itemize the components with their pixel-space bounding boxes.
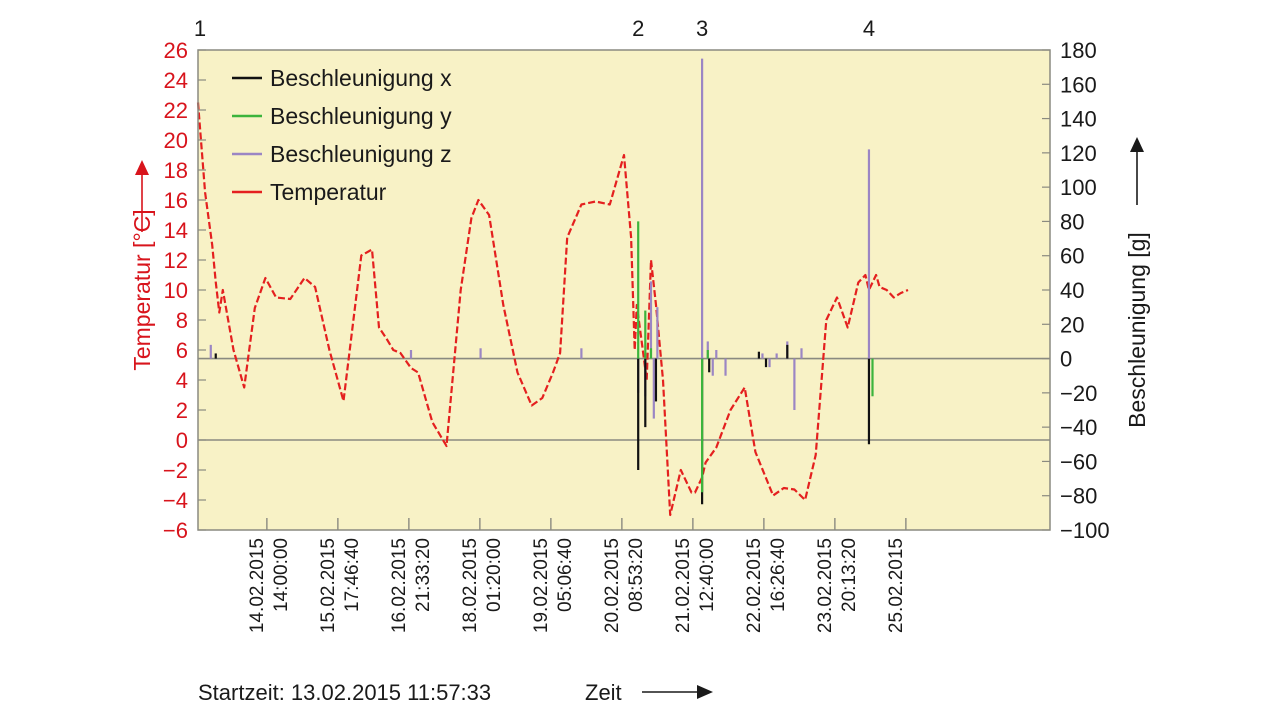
left-tick-label: 4: [176, 368, 188, 393]
left-axis-title: Temperatur [°C]: [129, 209, 155, 370]
right-tick-label: 120: [1060, 141, 1097, 166]
left-tick-label: −6: [163, 518, 188, 543]
reference-lines: [198, 357, 1050, 441]
start-time-label: Startzeit: 13.02.2015 11:57:33: [198, 680, 491, 705]
x-tick-date: 25.02.2015: [886, 538, 907, 633]
right-tick-label: 180: [1060, 38, 1097, 63]
left-tick-label: −2: [163, 458, 188, 483]
legend: Beschleunigung x Beschleunigung y Beschleu…: [232, 65, 452, 205]
left-tick-label: 6: [176, 338, 188, 363]
left-axis-arrowhead: [135, 160, 149, 175]
x-tick-time: 08:53:20: [626, 538, 647, 612]
x-tick-time: 20:13:20: [839, 538, 860, 612]
right-tick-label: −60: [1060, 449, 1097, 474]
left-tick-label: −4: [163, 488, 188, 513]
left-tick-label: 2: [176, 398, 188, 423]
acceleration-series: [209, 58, 874, 505]
right-tick-label: 20: [1060, 312, 1084, 337]
left-tick-label: 22: [164, 98, 188, 123]
right-tick-label: 160: [1060, 72, 1097, 97]
right-tick-label: −40: [1060, 415, 1097, 440]
event-marker: 4: [863, 16, 875, 41]
left-tick-label: 12: [164, 248, 188, 273]
axis-titles: Temperatur [°C] Beschleunigung [g]: [129, 137, 1150, 428]
x-tick-date: 14.02.2015: [247, 538, 268, 633]
event-markers: 1 2 3 4: [194, 16, 875, 41]
right-tick-label: −100: [1060, 518, 1110, 543]
right-axis: −100 −80 −60 −40 −20 0 20 40 60 80 100 120 140 160 180: [1042, 38, 1110, 543]
right-tick-label: 40: [1060, 278, 1084, 303]
right-axis-title: Beschleunigung [g]: [1124, 232, 1150, 428]
x-tick-date: 22.02.2015: [744, 538, 765, 633]
left-tick-label: 8: [176, 308, 188, 333]
left-tick-label: 16: [164, 188, 188, 213]
x-tick-time: 14:00:00: [271, 538, 292, 612]
x-axis-arrowhead: [697, 685, 713, 699]
x-tick-time: 05:06:40: [555, 538, 576, 612]
legend-label: Beschleunigung y: [270, 103, 452, 129]
x-tick-time: 16:26:40: [768, 538, 789, 612]
x-tick-date: 15.02.2015: [318, 538, 339, 633]
x-axis-title: Zeit: [585, 680, 622, 705]
event-marker: 2: [632, 16, 644, 41]
left-tick-label: 24: [164, 68, 188, 93]
right-tick-label: −20: [1060, 381, 1097, 406]
left-tick-label: 18: [164, 158, 188, 183]
x-tick-date: 23.02.2015: [815, 538, 836, 633]
footer: Startzeit: 13.02.2015 11:57:33 Zeit: [198, 680, 713, 705]
x-tick-date: 21.02.2015: [673, 538, 694, 633]
event-marker: 3: [696, 16, 708, 41]
event-marker: 1: [194, 16, 206, 41]
x-tick-date: 19.02.2015: [531, 538, 552, 633]
right-tick-label: −80: [1060, 484, 1097, 509]
legend-label: Beschleunigung z: [270, 141, 452, 167]
x-tick-time: 17:46:40: [342, 538, 363, 612]
x-tick-time: 21:33:20: [413, 538, 434, 612]
right-tick-label: 80: [1060, 209, 1084, 234]
left-tick-label: 26: [164, 38, 188, 63]
right-tick-label: 100: [1060, 175, 1097, 200]
left-tick-label: 0: [176, 428, 188, 453]
right-tick-label: 0: [1060, 347, 1072, 372]
x-tick-date: 20.02.2015: [602, 538, 623, 633]
x-tick-date: 16.02.2015: [389, 538, 410, 633]
legend-label: Temperatur: [270, 179, 387, 205]
right-axis-arrowhead: [1130, 137, 1144, 152]
left-tick-label: 10: [164, 278, 188, 303]
x-axis: 14.02.2015 14:00:00 15.02.2015 17:46:40 16.0…: [247, 518, 907, 633]
x-tick-time: 01:20:00: [484, 538, 505, 612]
left-tick-label: 20: [164, 128, 188, 153]
right-tick-label: 140: [1060, 107, 1097, 132]
left-tick-label: 14: [164, 218, 188, 243]
x-tick-time: 12:40:00: [697, 538, 718, 612]
right-tick-label: 60: [1060, 244, 1084, 269]
x-tick-date: 18.02.2015: [460, 538, 481, 633]
legend-label: Beschleunigung x: [270, 65, 452, 91]
